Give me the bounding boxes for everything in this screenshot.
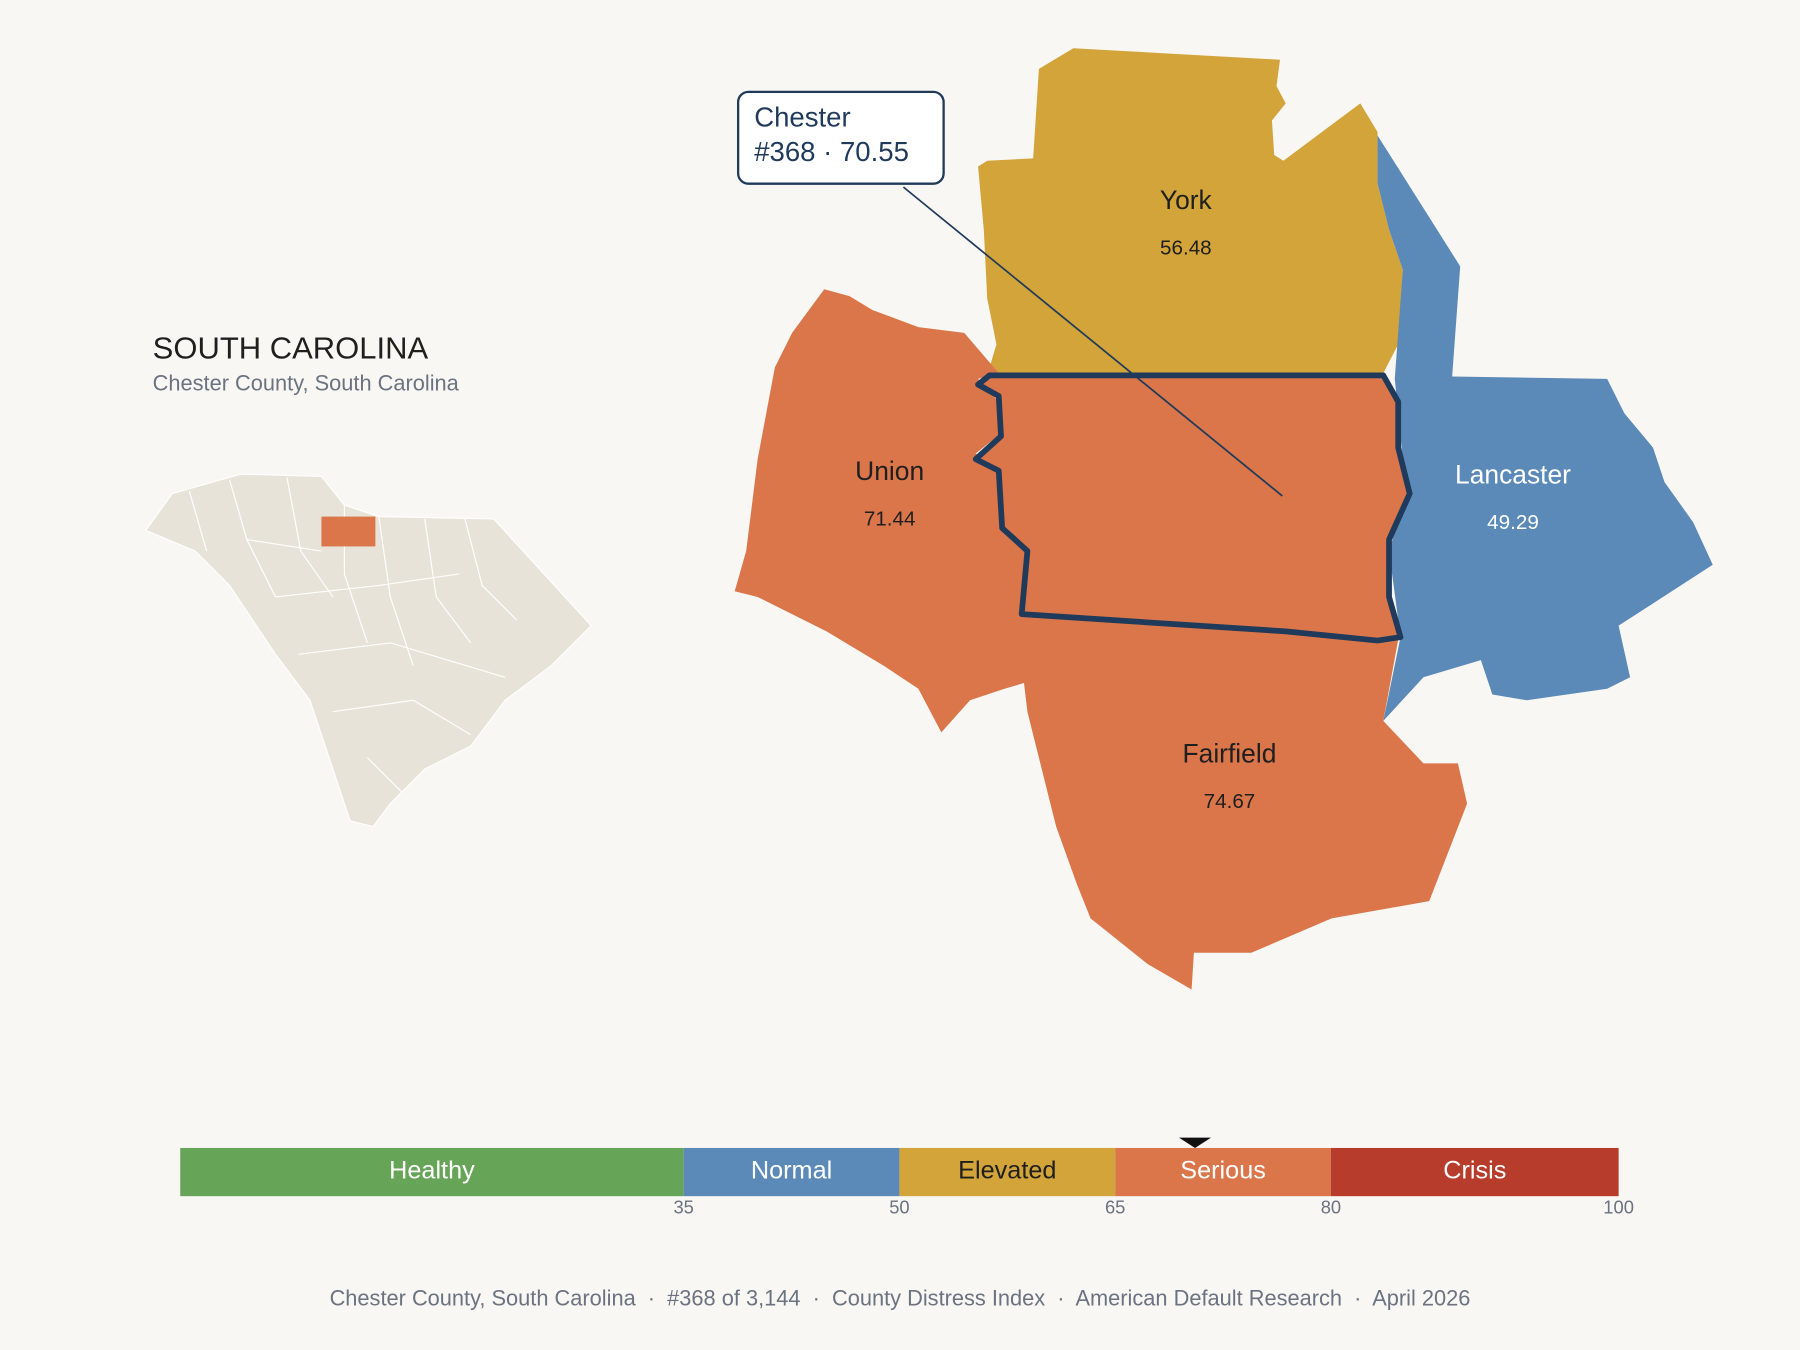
scale-label: Normal (751, 1157, 832, 1185)
county-shape (1377, 135, 1713, 721)
scale-segment (1330, 1147, 1619, 1197)
callout: Chester #368 · 70.55 (736, 90, 1283, 497)
scale-segment (683, 1147, 900, 1197)
footer: Chester County, South Carolina · #368 of… (330, 1285, 1471, 1310)
callout-leader (902, 186, 1283, 497)
county-lines (188, 477, 517, 793)
county-shape (734, 289, 1028, 733)
county-score: 56.48 (1160, 237, 1212, 260)
state-inset (144, 473, 592, 828)
county-map: York 56.48 Lancaster 49.29 Union 71.44 Fairfie… (734, 48, 1713, 990)
scale-bar: Healthy 35 Normal 50 Elevated 65 Serious 80 Cris… (180, 1137, 1634, 1218)
scale-label: Serious (1180, 1157, 1266, 1185)
focus-county-shape (972, 372, 1413, 644)
county-score: 71.44 (864, 507, 916, 530)
county-name: York (1160, 185, 1213, 215)
title: SOUTH CAROLINA (153, 330, 429, 365)
scale-segment (1115, 1147, 1331, 1197)
scale-tick-label: 65 (1105, 1197, 1125, 1218)
scale-segment (180, 1147, 684, 1197)
scale-segment (899, 1147, 1116, 1197)
state-shape (144, 473, 592, 828)
county-name: Union (855, 456, 924, 486)
callout-box (736, 90, 945, 185)
scale-tick-label: 100 (1603, 1197, 1634, 1218)
callout-line: #368 · 70.55 (754, 136, 909, 167)
scale-label: Crisis (1443, 1157, 1506, 1185)
scale-tick-label: 35 (673, 1197, 693, 1218)
scale-tick-label: 80 (1321, 1197, 1341, 1218)
county-name: Fairfield (1183, 738, 1277, 768)
county-name: Lancaster (1455, 459, 1571, 489)
subtitle: Chester County, South Carolina (153, 370, 460, 395)
county-shape (978, 48, 1403, 376)
county-score: 74.67 (1204, 790, 1256, 813)
scale-label: Elevated (958, 1157, 1056, 1185)
county-shape (1021, 616, 1468, 990)
callout-line: Chester (754, 102, 850, 133)
focus-county-inset (321, 516, 376, 547)
scale-marker (1178, 1137, 1212, 1148)
county-score: 49.29 (1487, 511, 1539, 534)
scale-tick-label: 50 (889, 1197, 909, 1218)
scale-label: Healthy (389, 1157, 475, 1185)
